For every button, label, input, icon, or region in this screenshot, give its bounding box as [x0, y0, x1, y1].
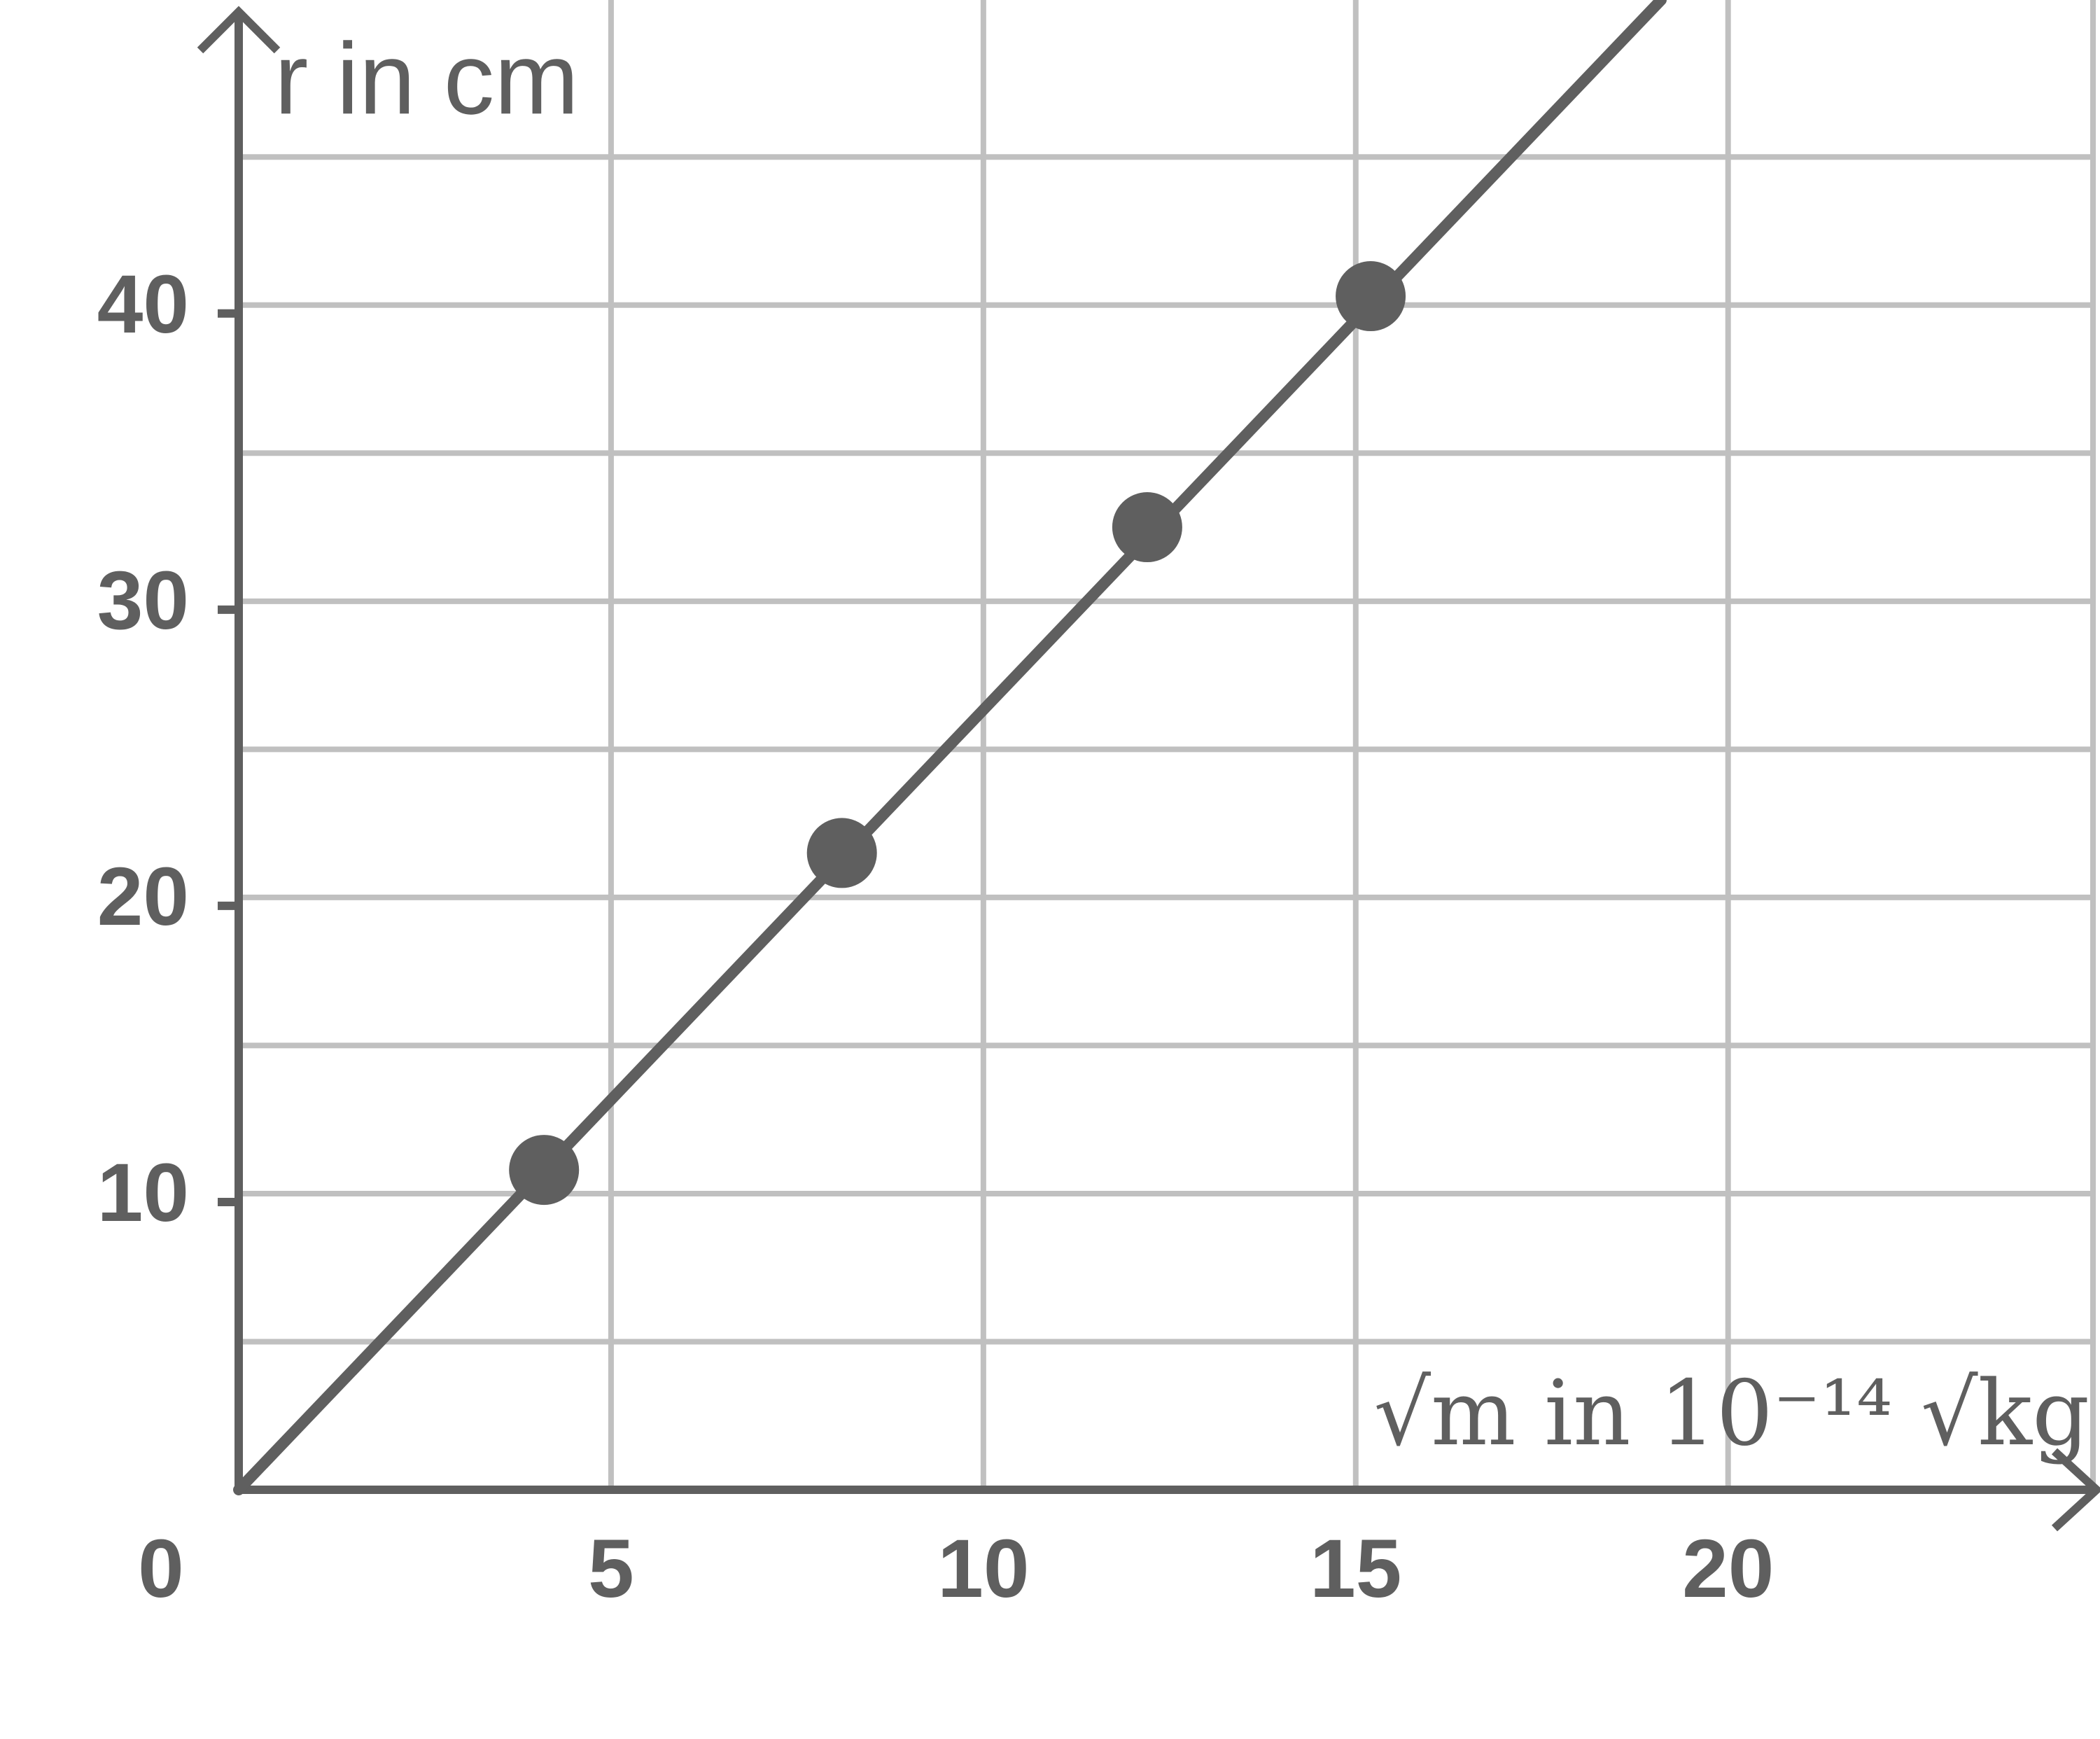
x-axis-label: √m in 10⁻¹⁴ √kg	[1374, 1362, 2090, 1466]
y-axis-arrow	[197, 6, 281, 54]
y-tick-label: 30	[97, 554, 189, 647]
x-tick-label: 10	[937, 1523, 1029, 1615]
x-tick-label: 20	[1682, 1523, 1774, 1615]
fit-line	[233, 0, 1667, 1495]
y-axis-label: r in cm	[274, 22, 579, 135]
y-tick-label: 40	[97, 258, 189, 351]
data-point	[1336, 261, 1406, 332]
x-axis-arrow	[2051, 1448, 2100, 1532]
data-point	[806, 818, 877, 888]
y-tick-label: 10	[97, 1147, 189, 1239]
x-tick-label: 5	[588, 1523, 634, 1615]
x-tick-label: 0	[138, 1523, 184, 1615]
data-point	[509, 1135, 580, 1206]
x-tick-label: 15	[1310, 1523, 1401, 1615]
data-point	[1112, 492, 1182, 563]
y-tick-label: 20	[97, 851, 189, 943]
plot: 10 20 30 40 0 5 10 15 20	[97, 0, 2100, 1615]
